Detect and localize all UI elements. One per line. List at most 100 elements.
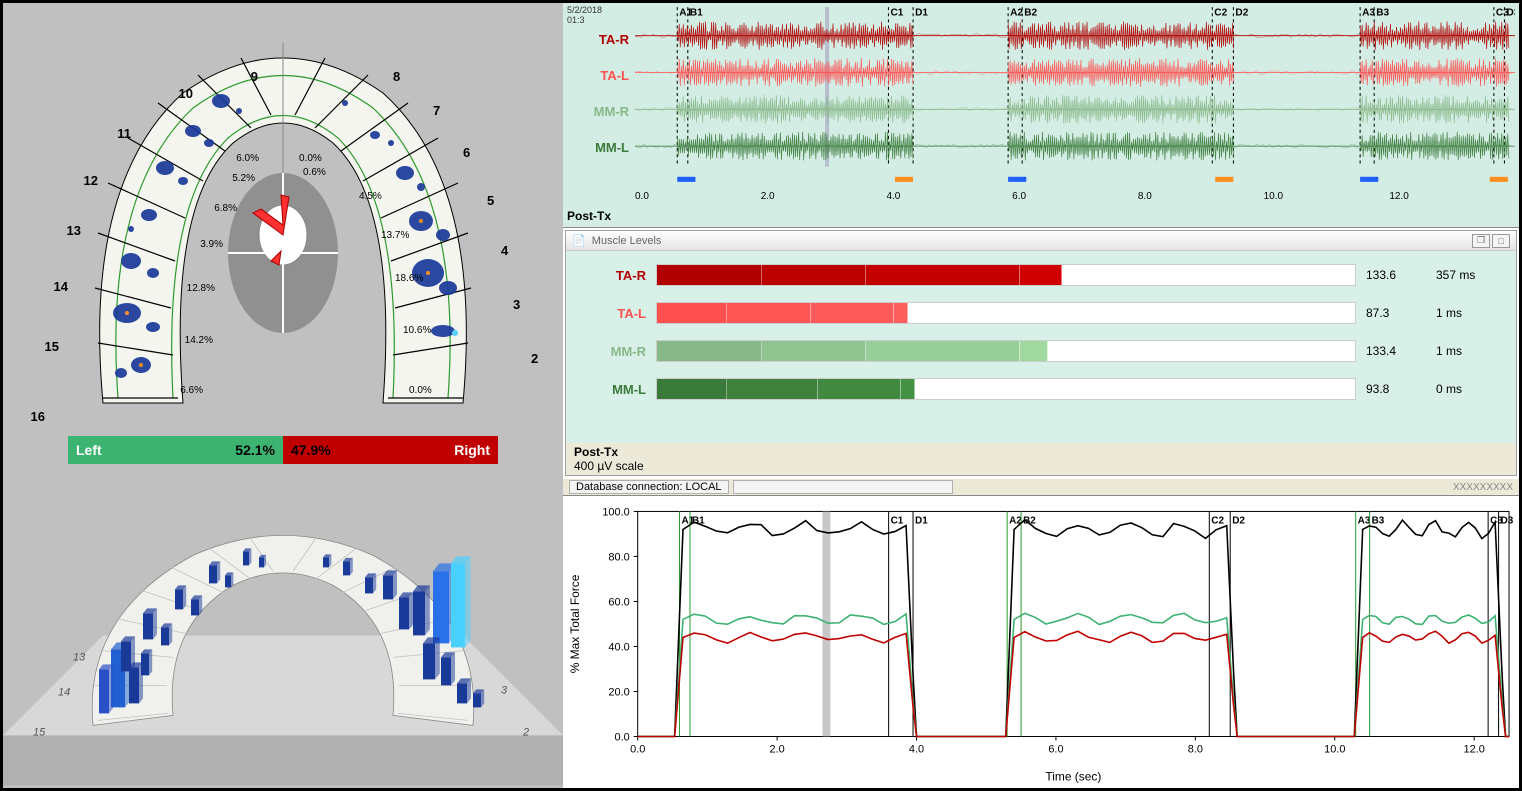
ml-bar-track	[656, 302, 1356, 324]
maximize-icon[interactable]: □	[1492, 234, 1510, 248]
ml-bar-track	[656, 264, 1356, 286]
svg-text:7: 7	[433, 103, 440, 118]
ml-value: 93.8	[1366, 382, 1426, 396]
ml-row: MM-L 93.8 0 ms	[586, 373, 1496, 405]
balance-left-label: Left	[76, 442, 102, 458]
svg-text:13.7%: 13.7%	[381, 230, 409, 241]
emg-xaxis: 0.02.04.06.08.010.012.0	[635, 191, 1515, 205]
ml-row-label: TA-R	[586, 268, 646, 283]
svg-text:3: 3	[501, 684, 508, 696]
svg-text:C2: C2	[1211, 515, 1224, 526]
svg-text:D1: D1	[915, 515, 928, 526]
ml-bar-track	[656, 340, 1356, 362]
svg-text:A3: A3	[1358, 515, 1371, 526]
svg-text:6: 6	[463, 145, 470, 160]
ml-row-label: MM-L	[586, 382, 646, 397]
ml-value: 87.3	[1366, 306, 1426, 320]
ml-ms: 1 ms	[1436, 344, 1496, 358]
emg-label-mm-r: MM-R	[563, 93, 635, 129]
ml-ms: 0 ms	[1436, 382, 1496, 396]
left-column: 234 567 89 1011 1213 1415 16 0.0% 10.6% …	[3, 3, 563, 788]
svg-text:3.9%: 3.9%	[200, 239, 223, 250]
svg-text:10: 10	[179, 86, 193, 101]
emg-pane[interactable]: 5/2/201801:3 TA-R TA-L MM-R MM-L A1B1C1D…	[563, 3, 1519, 228]
balance-left-pct: 52.1%	[235, 442, 275, 458]
svg-text:D3: D3	[1501, 515, 1514, 526]
svg-text:0.0%: 0.0%	[299, 153, 322, 164]
arch-2d-svg: 234 567 89 1011 1213 1415 16 0.0% 10.6% …	[3, 3, 563, 433]
muscle-levels-footer: Post-Tx 400 µV scale	[566, 443, 1516, 475]
svg-text:40.0: 40.0	[608, 641, 629, 653]
svg-text:B3: B3	[1372, 515, 1385, 526]
svg-text:6.8%: 6.8%	[214, 203, 237, 214]
svg-text:6.6%: 6.6%	[180, 385, 203, 396]
svg-text:A3: A3	[1362, 7, 1375, 18]
svg-text:14: 14	[54, 279, 69, 294]
ml-row: TA-L 87.3 1 ms	[586, 297, 1496, 329]
svg-text:D3: D3	[1506, 7, 1515, 18]
svg-text:12: 12	[84, 173, 98, 188]
svg-text:3: 3	[513, 297, 520, 312]
balance-right: 47.9% Right	[283, 436, 498, 464]
muscle-levels-window: 📄 Muscle Levels ❐ □ TA-R133.6357 msTA-L8…	[565, 230, 1517, 476]
svg-text:C2: C2	[1214, 7, 1227, 18]
arch-3d-pane[interactable]: 151413 23	[3, 473, 563, 788]
svg-text:16: 16	[31, 409, 45, 424]
balance-left: Left 52.1%	[68, 436, 283, 464]
svg-text:10.0: 10.0	[1324, 743, 1345, 755]
svg-text:4: 4	[501, 243, 509, 258]
status-bar: Database connection: LOCAL XXXXXXXXX	[563, 478, 1519, 496]
emg-body[interactable]: A1B1C1D1A2B2C2D2A3B3C3D3	[635, 3, 1515, 187]
svg-text:14: 14	[58, 686, 70, 698]
force-chart-pane[interactable]: 0.020.040.060.080.0100.00.02.04.06.08.01…	[563, 496, 1519, 788]
svg-text:B2: B2	[1024, 7, 1037, 18]
ml-bar-track	[656, 378, 1356, 400]
svg-text:100.0: 100.0	[602, 506, 629, 518]
svg-text:D2: D2	[1232, 515, 1245, 526]
svg-text:20.0: 20.0	[608, 686, 629, 698]
svg-text:0.0: 0.0	[615, 731, 630, 743]
svg-text:5: 5	[487, 193, 494, 208]
svg-text:15: 15	[45, 339, 59, 354]
svg-text:80.0: 80.0	[608, 551, 629, 563]
svg-text:15: 15	[33, 726, 46, 738]
svg-text:8: 8	[393, 69, 400, 84]
app-frame: 234 567 89 1011 1213 1415 16 0.0% 10.6% …	[0, 0, 1522, 784]
svg-text:B3: B3	[1376, 7, 1389, 18]
ml-row-label: TA-L	[586, 306, 646, 321]
status-db: Database connection: LOCAL	[569, 480, 729, 494]
svg-text:5.2%: 5.2%	[232, 173, 255, 184]
ml-row: MM-R133.41 ms	[586, 335, 1496, 367]
right-column: 5/2/201801:3 TA-R TA-L MM-R MM-L A1B1C1D…	[563, 3, 1519, 788]
svg-text:60.0: 60.0	[608, 596, 629, 608]
svg-text:0.0: 0.0	[630, 743, 645, 755]
svg-text:D2: D2	[1235, 7, 1248, 18]
svg-text:11: 11	[117, 126, 131, 141]
ml-ms: 1 ms	[1436, 306, 1496, 320]
arch-2d-pane: 234 567 89 1011 1213 1415 16 0.0% 10.6% …	[3, 3, 563, 473]
svg-text:Time (sec): Time (sec)	[1045, 769, 1101, 783]
ml-row: TA-R133.6357 ms	[586, 259, 1496, 291]
svg-text:2: 2	[522, 726, 529, 738]
svg-text:B1: B1	[690, 7, 703, 18]
svg-text:13: 13	[67, 223, 81, 238]
svg-text:6.0: 6.0	[1048, 743, 1063, 755]
emg-label-ta-l: TA-L	[563, 57, 635, 93]
svg-text:14.2%: 14.2%	[185, 335, 213, 346]
emg-label-ta-r: TA-R	[563, 21, 635, 57]
emg-session-label: Post-Tx	[567, 209, 611, 223]
ml-value: 133.6	[1366, 268, 1426, 282]
svg-text:18.6%: 18.6%	[395, 273, 423, 284]
emg-channel-labels: TA-R TA-L MM-R MM-L	[563, 21, 635, 165]
svg-text:2: 2	[531, 351, 538, 366]
ml-value: 133.4	[1366, 344, 1426, 358]
svg-text:6.0%: 6.0%	[236, 153, 259, 164]
restore-icon[interactable]: ❐	[1472, 234, 1490, 248]
emg-label-mm-l: MM-L	[563, 129, 635, 165]
svg-text:0.0%: 0.0%	[409, 385, 432, 396]
svg-text:12.0: 12.0	[1464, 743, 1485, 755]
svg-text:C1: C1	[890, 7, 903, 18]
svg-text:C1: C1	[891, 515, 904, 526]
svg-text:% Max Total Force: % Max Total Force	[568, 574, 582, 673]
muscle-levels-titlebar[interactable]: 📄 Muscle Levels ❐ □	[566, 231, 1516, 251]
